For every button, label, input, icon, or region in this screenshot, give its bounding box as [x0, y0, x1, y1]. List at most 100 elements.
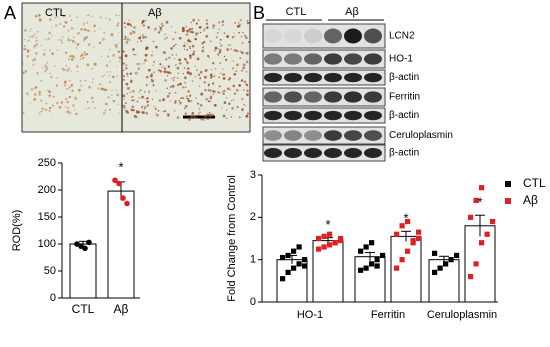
stain-dot [206, 26, 209, 29]
stain-dot [194, 76, 196, 78]
bar [428, 259, 460, 303]
stain-dot [68, 95, 71, 99]
data-point [454, 252, 460, 259]
stain-dot [205, 97, 208, 101]
stain-dot [38, 93, 41, 96]
stain-dot [219, 48, 222, 52]
stain-dot [203, 119, 205, 121]
data-point [316, 246, 322, 252]
blot-band [264, 91, 282, 103]
stain-dot [230, 116, 233, 118]
stain-dot [116, 93, 120, 97]
data-point [473, 197, 479, 203]
stain-dot [218, 85, 221, 88]
stain-dot [100, 55, 103, 57]
blot-band [364, 130, 382, 141]
stain-dot [236, 63, 239, 67]
stain-dot [187, 90, 190, 93]
stain-dot [85, 108, 87, 110]
stain-dot [63, 80, 67, 84]
stain-dot [229, 77, 232, 80]
y-tick-label: 150 [38, 211, 56, 223]
stain-dot [97, 87, 100, 90]
stain-dot [83, 37, 86, 40]
stain-dot [203, 30, 205, 32]
stain-dot [227, 44, 230, 46]
data-point [479, 240, 485, 246]
stain-dot [22, 71, 25, 75]
stain-dot [237, 21, 240, 24]
stain-dot [220, 45, 222, 47]
stain-dot [203, 27, 206, 30]
y-tick-label: 0 [50, 292, 56, 304]
stain-dot [178, 36, 182, 40]
x-tick-label: CTL [72, 302, 95, 316]
stain-dot [159, 63, 162, 66]
stain-dot [212, 82, 215, 85]
stain-dot [151, 98, 154, 101]
stain-dot [208, 89, 212, 92]
stain-dot [177, 72, 179, 74]
stain-dot [242, 63, 246, 67]
stain-dot [228, 102, 231, 105]
stain-dot [29, 36, 31, 38]
stain-dot [150, 74, 153, 78]
stain-dot [243, 80, 247, 83]
stain-dot [116, 65, 118, 68]
data-point [302, 257, 308, 263]
stain-dot [162, 51, 166, 54]
stain-dot [212, 75, 214, 78]
stain-dot [234, 22, 236, 24]
stain-dot [173, 57, 176, 60]
y-tick-label: 250 [38, 157, 56, 169]
stain-dot [118, 56, 122, 60]
stain-dot [142, 19, 145, 23]
stain-dot [109, 71, 112, 73]
stain-dot [160, 23, 163, 25]
stain-dot [66, 68, 70, 72]
stain-dot [157, 31, 161, 34]
stain-dot [56, 77, 58, 79]
stain-dot [166, 95, 170, 98]
data-point [437, 265, 443, 271]
stain-dot [196, 69, 198, 71]
stain-dot [45, 38, 47, 41]
blot-label: Ceruloplasmin [389, 130, 453, 141]
stain-dot [146, 104, 150, 107]
blot-band [264, 72, 282, 83]
stain-dot [31, 34, 34, 38]
data-point [479, 185, 485, 191]
blot-band [304, 130, 322, 141]
stain-dot [189, 40, 192, 43]
stain-dot [124, 35, 127, 38]
stain-dot [170, 26, 173, 28]
stain-dot [174, 100, 177, 102]
stain-dot [200, 92, 204, 96]
stain-dot [135, 53, 137, 56]
stain-dot [32, 63, 35, 66]
stain-dot [167, 65, 171, 68]
stain-dot [161, 24, 164, 28]
blot-band [324, 91, 342, 103]
stain-dot [185, 95, 188, 98]
stain-dot [164, 79, 167, 82]
stain-dot [42, 53, 46, 56]
stain-dot [185, 33, 189, 36]
stain-dot [126, 37, 130, 41]
stain-dot [126, 111, 129, 114]
stain-dot [125, 82, 129, 86]
stain-dot [194, 37, 197, 41]
stain-dot [83, 28, 87, 32]
stain-dot [34, 15, 38, 18]
stain-dot [171, 85, 175, 88]
stain-dot [141, 107, 143, 109]
stain-dot [167, 71, 171, 74]
data-point [321, 244, 327, 250]
stain-dot [215, 36, 219, 39]
stain-dot [111, 94, 113, 96]
stain-dot [195, 22, 198, 25]
stain-dot [174, 91, 177, 94]
blot-band [344, 91, 362, 103]
bar [69, 243, 97, 299]
stain-dot [94, 107, 96, 109]
